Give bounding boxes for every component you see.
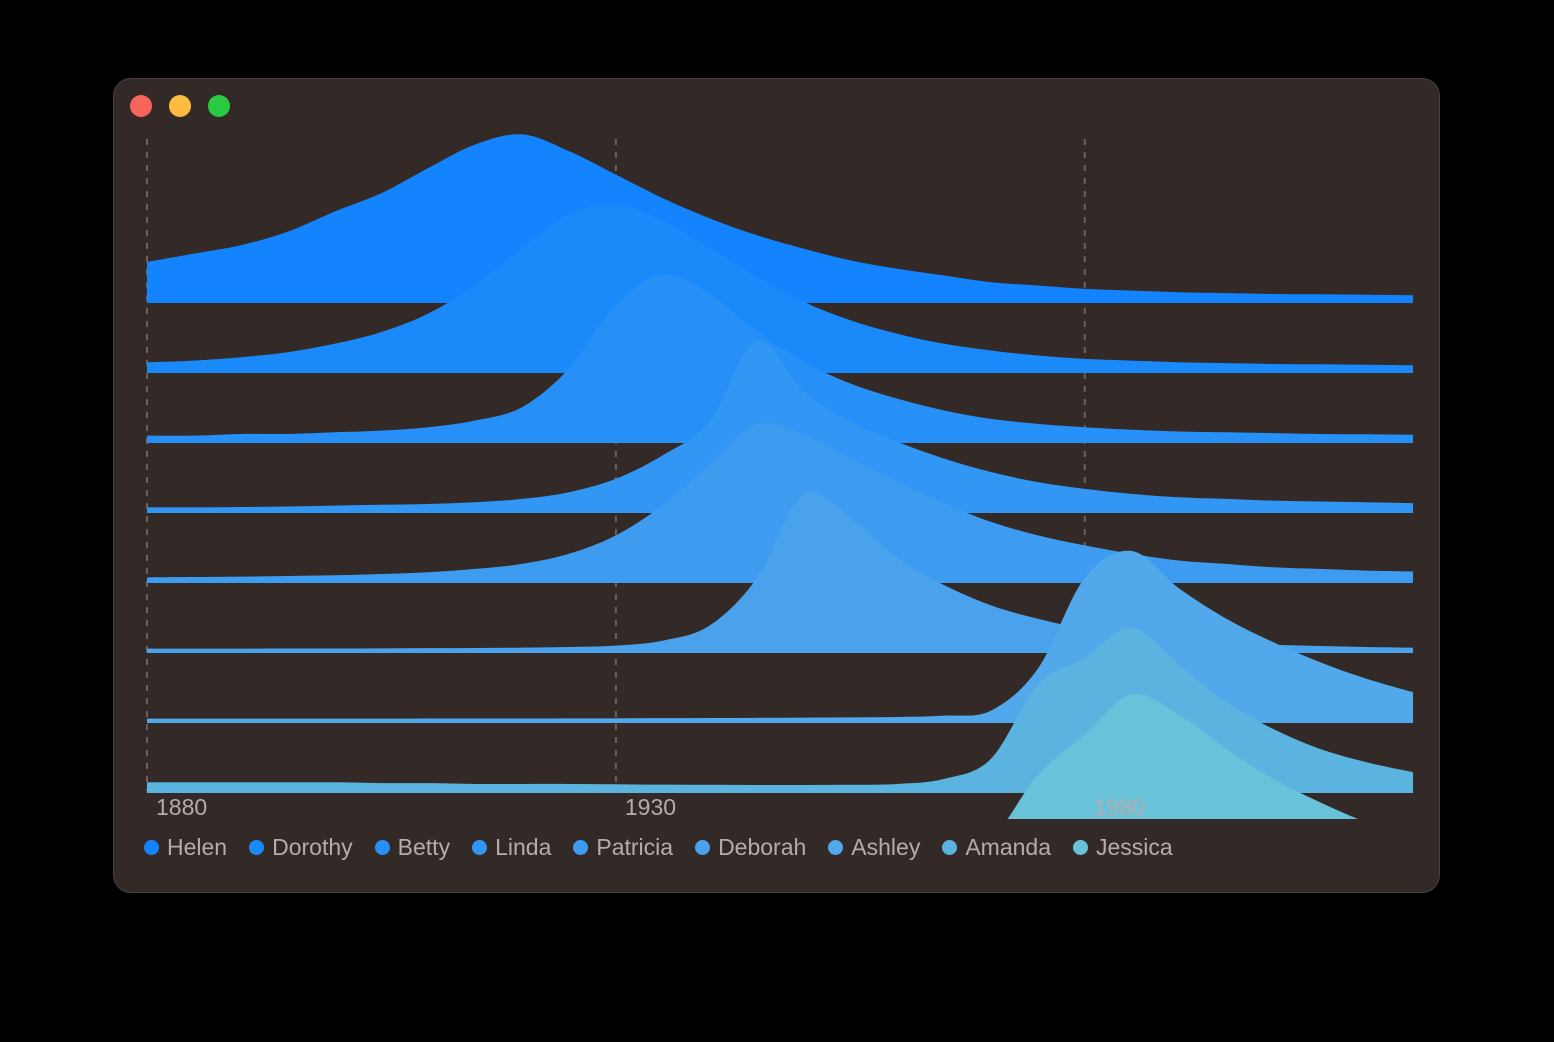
legend-swatch-icon bbox=[144, 840, 159, 855]
minimize-window-button[interactable] bbox=[169, 95, 191, 117]
legend-label: Linda bbox=[495, 834, 552, 860]
chart-legend: Helen Dorothy Betty Linda Patricia Deborah Ash… bbox=[144, 834, 1195, 861]
legend-swatch-icon bbox=[828, 840, 844, 855]
legend-swatch-icon bbox=[374, 840, 390, 855]
ridge-series-group bbox=[147, 134, 1413, 819]
legend-item-deborah[interactable]: Deborah bbox=[695, 834, 806, 861]
legend-swatch-icon bbox=[573, 840, 589, 855]
ridge-area-dorothy bbox=[147, 204, 1413, 373]
legend-item-betty[interactable]: Betty bbox=[374, 834, 451, 861]
legend-item-ashley[interactable]: Ashley bbox=[828, 834, 920, 861]
legend-label: Patricia bbox=[596, 834, 674, 860]
maximize-window-button[interactable] bbox=[208, 95, 230, 117]
x-tick-label-1980: 1980 bbox=[1093, 794, 1145, 820]
ridge-area-deborah bbox=[147, 491, 1413, 653]
legend-item-dorothy[interactable]: Dorothy bbox=[249, 834, 353, 861]
legend-label: Jessica bbox=[1096, 834, 1173, 860]
legend-swatch-icon bbox=[942, 840, 958, 855]
ridge-area-jessica bbox=[1007, 693, 1359, 819]
legend-item-linda[interactable]: Linda bbox=[472, 834, 551, 861]
chart-plot-svg bbox=[146, 134, 1413, 819]
ridge-area-helen bbox=[147, 134, 1413, 303]
app-window: 1880 1930 1980 Helen Dorothy Betty Linda Patri… bbox=[113, 78, 1440, 893]
legend-swatch-icon bbox=[695, 840, 711, 855]
window-titlebar bbox=[114, 79, 1439, 131]
legend-item-helen[interactable]: Helen bbox=[144, 834, 227, 861]
legend-item-patricia[interactable]: Patricia bbox=[573, 834, 673, 861]
x-tick-label-1930: 1930 bbox=[624, 794, 677, 820]
x-tick-label-1880: 1880 bbox=[156, 794, 208, 820]
legend-label: Betty bbox=[397, 834, 451, 860]
x-axis: 1880 1930 1980 bbox=[114, 794, 1439, 834]
legend-label: Deborah bbox=[718, 834, 807, 860]
close-window-button[interactable] bbox=[130, 95, 152, 117]
legend-label: Helen bbox=[167, 834, 228, 860]
legend-swatch-icon bbox=[472, 840, 488, 855]
ridgeline-chart: 1880 1930 1980 Helen Dorothy Betty Linda Patri… bbox=[114, 79, 1439, 892]
legend-label: Dorothy bbox=[272, 834, 353, 860]
legend-item-amanda[interactable]: Amanda bbox=[942, 834, 1051, 861]
legend-label: Ashley bbox=[851, 834, 921, 860]
legend-label: Amanda bbox=[965, 834, 1052, 860]
ridge-area-patricia bbox=[147, 423, 1413, 583]
legend-swatch-icon bbox=[1073, 840, 1089, 855]
legend-item-jessica[interactable]: Jessica bbox=[1073, 834, 1173, 861]
legend-swatch-icon bbox=[249, 840, 265, 855]
ridge-area-betty bbox=[147, 274, 1413, 443]
